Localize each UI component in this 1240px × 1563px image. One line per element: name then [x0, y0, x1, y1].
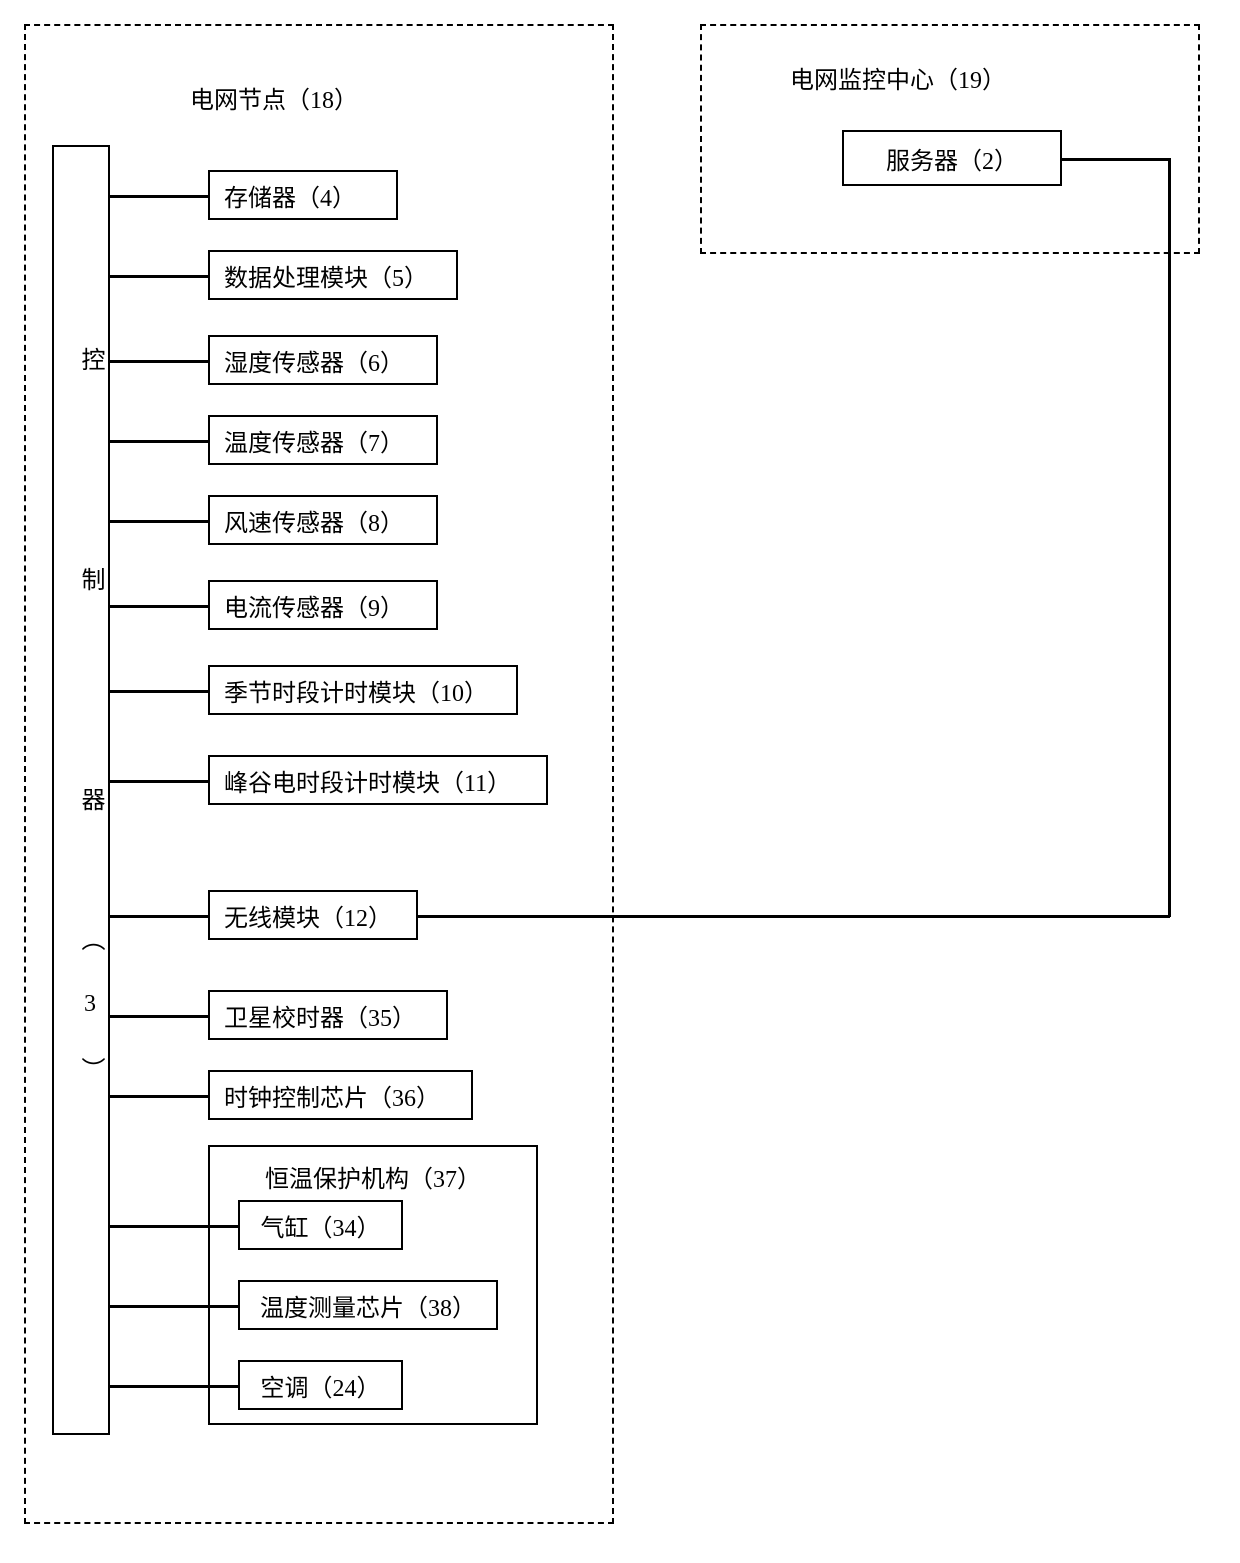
conn-m38: [110, 1305, 238, 1308]
conn-m35: [110, 1015, 208, 1018]
module-m24-label: 空调（24）: [261, 1368, 381, 1403]
module-m12-label: 无线模块（12）: [224, 898, 392, 933]
module-m7-label: 温度传感器（7）: [224, 423, 404, 458]
conn-m12: [110, 915, 208, 918]
conn-m9: [110, 605, 208, 608]
module-m12: 无线模块（12）: [208, 890, 418, 940]
module-m10-label: 季节时段计时模块（10）: [224, 673, 488, 708]
module-m9: 电流传感器（9）: [208, 580, 438, 630]
controller-char-1: 制: [54, 567, 108, 631]
module-m34-label: 气缸（34）: [261, 1208, 381, 1243]
module-m35-label: 卫星校时器（35）: [224, 998, 416, 1033]
module-m38-label: 温度测量芯片（38）: [260, 1288, 476, 1323]
module-m5: 数据处理模块（5）: [208, 250, 458, 300]
module-m5-label: 数据处理模块（5）: [224, 258, 428, 293]
server-box: 服务器（2）: [842, 130, 1062, 186]
module-m9-label: 电流传感器（9）: [224, 588, 404, 623]
conn-m8: [110, 520, 208, 523]
controller-char-0: 控: [54, 347, 108, 411]
module-m8: 风速传感器（8）: [208, 495, 438, 545]
module-m11-label: 峰谷电时段计时模块（11）: [224, 763, 511, 798]
module-m38: 温度测量芯片（38）: [238, 1280, 498, 1330]
conn-m34: [110, 1225, 238, 1228]
conn-m5: [110, 275, 208, 278]
conn-m11: [110, 780, 208, 783]
controller-num: （3）: [54, 927, 108, 1121]
module-m24: 空调（24）: [238, 1360, 403, 1410]
module-m35: 卫星校时器（35）: [208, 990, 448, 1040]
conn-to-server-v: [1168, 158, 1171, 188]
conn-wireless-h1: [418, 915, 1170, 918]
conn-m10: [110, 690, 208, 693]
module-m4: 存储器（4）: [208, 170, 398, 220]
module-m36: 时钟控制芯片（36）: [208, 1070, 473, 1120]
module-m4-label: 存储器（4）: [224, 178, 356, 213]
module-m11: 峰谷电时段计时模块（11）: [208, 755, 548, 805]
module-m34: 气缸（34）: [238, 1200, 403, 1250]
controller-char-2: 器: [54, 787, 108, 851]
thermal-title: 恒温保护机构（37）: [210, 1159, 536, 1194]
module-m7: 温度传感器（7）: [208, 415, 438, 465]
server-label: 服务器（2）: [886, 141, 1018, 176]
conn-wireless-v: [1168, 186, 1171, 917]
controller-box: 控 制 器 （3）: [52, 145, 110, 1435]
module-m6: 湿度传感器（6）: [208, 335, 438, 385]
conn-to-server: [1062, 158, 1170, 161]
module-m6-label: 湿度传感器（6）: [224, 343, 404, 378]
module-m36-label: 时钟控制芯片（36）: [224, 1078, 440, 1113]
conn-m4: [110, 195, 208, 198]
conn-m36: [110, 1095, 208, 1098]
conn-m6: [110, 360, 208, 363]
module-m8-label: 风速传感器（8）: [224, 503, 404, 538]
module-m10: 季节时段计时模块（10）: [208, 665, 518, 715]
conn-m7: [110, 440, 208, 443]
monitor-title: 电网监控中心（19）: [790, 60, 1006, 95]
node-title: 电网节点（18）: [190, 80, 358, 115]
conn-m24: [110, 1385, 238, 1388]
